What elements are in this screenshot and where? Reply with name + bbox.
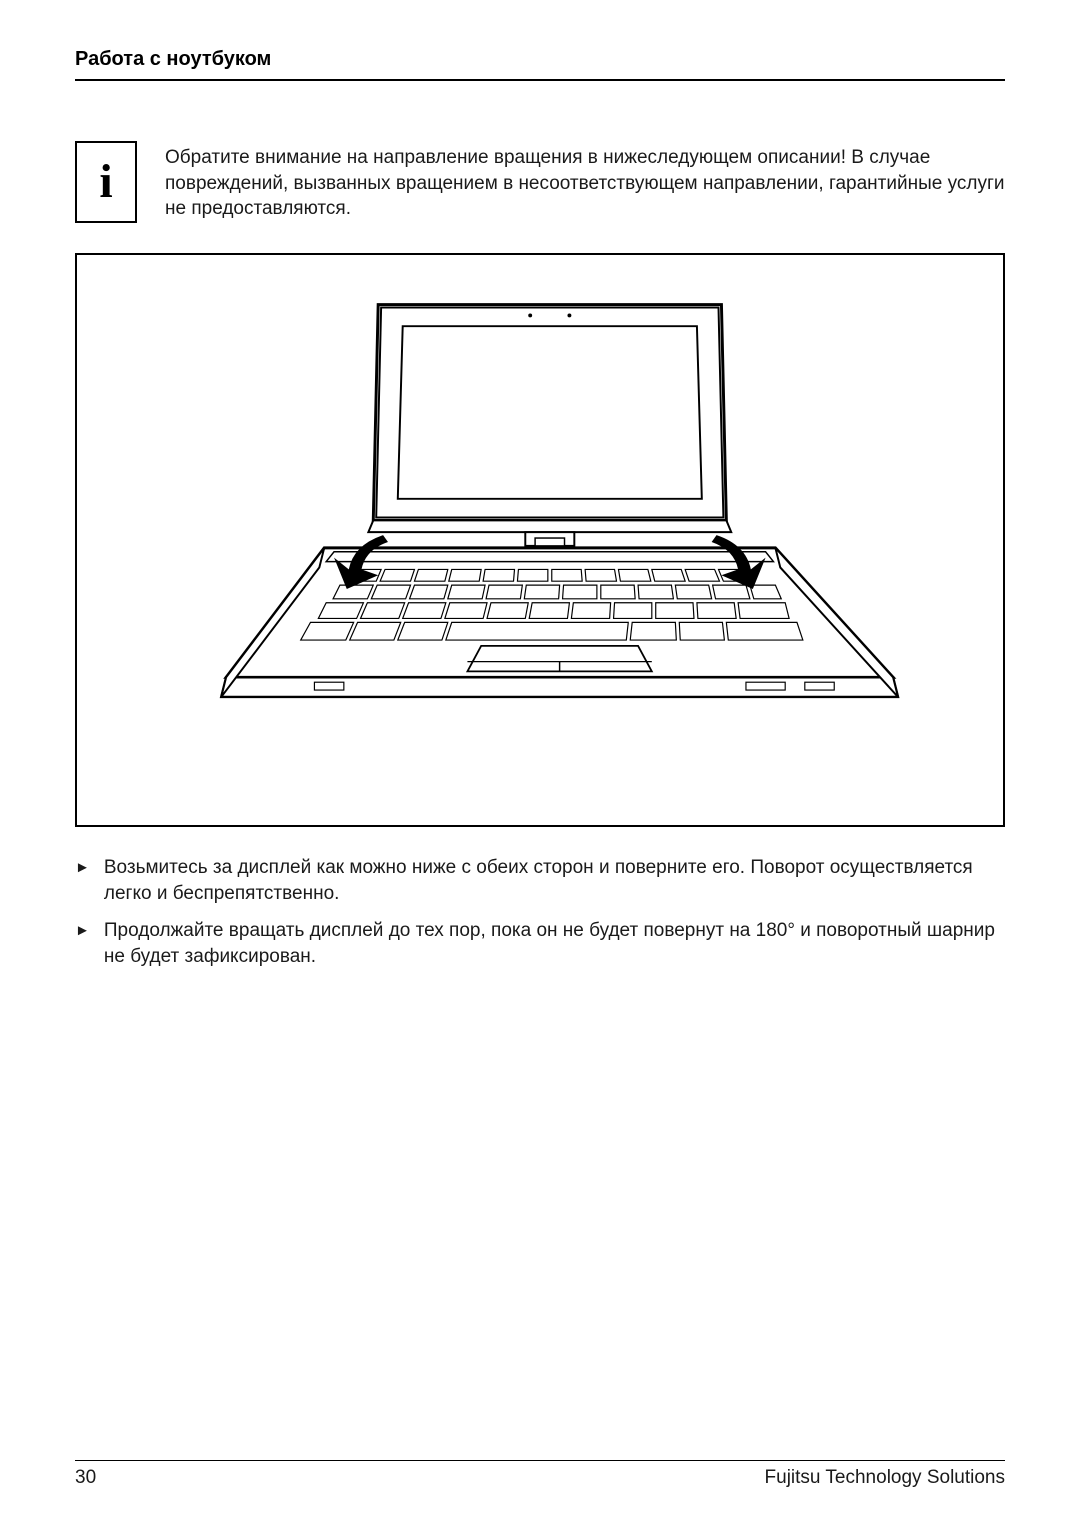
page-number: 30	[75, 1467, 96, 1489]
laptop-hinge	[525, 532, 574, 546]
instruction-text: Возьмитесь за дисплей как можно ниже с о…	[104, 855, 1005, 906]
instruction-item: ► Возьмитесь за дисплей как можно ниже с…	[75, 855, 1005, 906]
laptop-rotation-figure	[75, 253, 1005, 827]
instruction-item: ► Продолжайте вращать дисплей до тех пор…	[75, 918, 1005, 969]
instruction-list: ► Возьмитесь за дисплей как можно ниже с…	[75, 855, 1005, 982]
laptop-base	[221, 548, 898, 697]
bullet-icon: ►	[75, 918, 90, 941]
info-icon-box: i	[75, 141, 137, 223]
laptop-illustration	[107, 285, 973, 795]
page-footer: 30 Fujitsu Technology Solutions	[75, 1460, 1005, 1489]
page-header-title: Работа с ноутбуком	[75, 48, 1005, 81]
footer-company: Fujitsu Technology Solutions	[765, 1467, 1005, 1489]
instruction-text: Продолжайте вращать дисплей до тех пор, …	[104, 918, 1005, 969]
bullet-icon: ►	[75, 855, 90, 878]
info-note-text: Обратите внимание на направление вращени…	[165, 141, 1005, 222]
info-icon: i	[99, 158, 112, 206]
laptop-screen	[368, 305, 731, 533]
info-note-block: i Обратите внимание на направление враще…	[75, 141, 1005, 223]
